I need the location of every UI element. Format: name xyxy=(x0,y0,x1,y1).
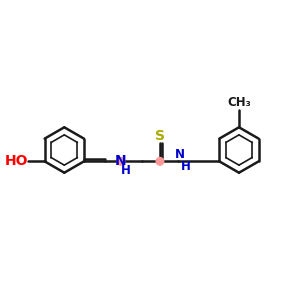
Circle shape xyxy=(156,158,164,165)
Text: CH₃: CH₃ xyxy=(227,96,251,109)
Text: S: S xyxy=(155,129,165,143)
Text: N: N xyxy=(115,154,127,168)
Text: HO: HO xyxy=(5,154,28,168)
Text: H: H xyxy=(181,160,191,173)
Text: N: N xyxy=(175,148,184,161)
Circle shape xyxy=(117,158,125,165)
Text: H: H xyxy=(121,164,131,178)
